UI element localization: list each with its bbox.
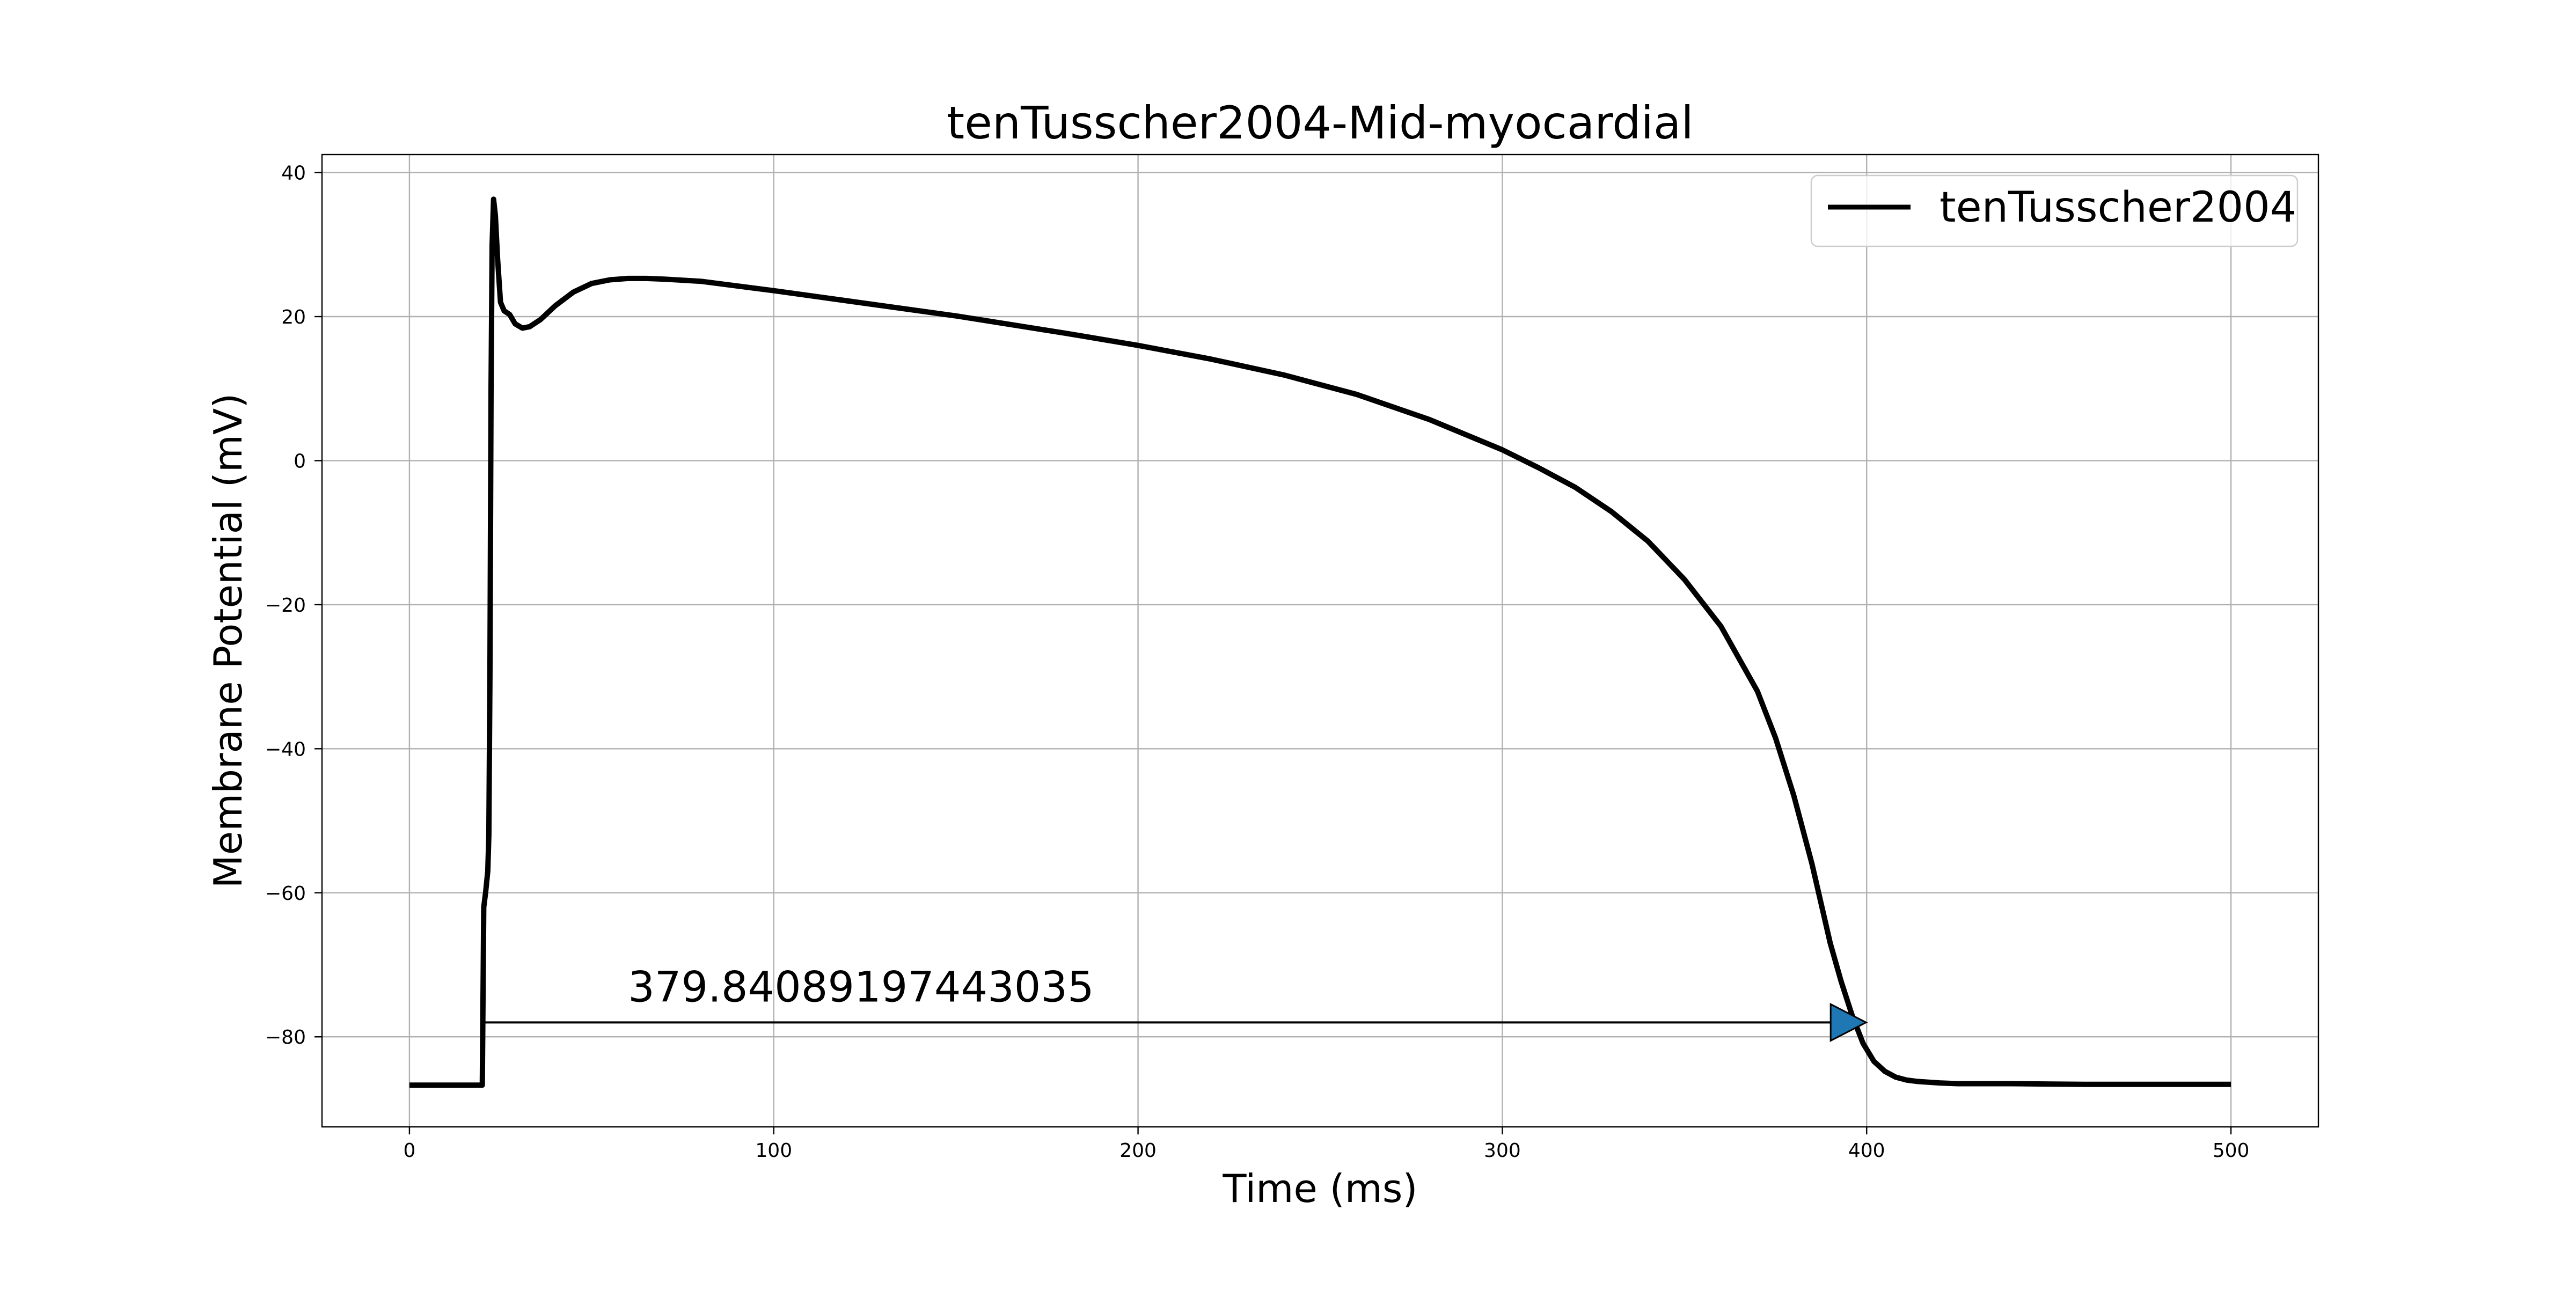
y-tick-label: 40 — [281, 163, 306, 185]
x-axis-label: Time (ms) — [1223, 1166, 1418, 1211]
x-tick-label: 200 — [1119, 1140, 1157, 1162]
y-tick-label: 20 — [281, 306, 306, 328]
grid — [322, 155, 2318, 1127]
chart-title: tenTusscher2004-Mid-myocardial — [947, 97, 1693, 149]
plot-frame — [321, 153, 2319, 1128]
y-tick-label: −20 — [265, 595, 306, 617]
y-axis-label: Membrane Potential (mV) — [206, 393, 251, 889]
legend: tenTusscher2004 — [1810, 174, 2299, 247]
annotation-label: 379.84089197443035 — [628, 963, 1094, 1012]
y-tick-label: −80 — [265, 1027, 306, 1049]
series-layer — [409, 196, 2231, 1088]
x-tick-label: 400 — [1848, 1140, 1885, 1162]
legend-box — [1810, 174, 2299, 247]
legend-entry-label: tenTusscher2004 — [1940, 184, 2296, 232]
x-tick-label: 300 — [1484, 1140, 1521, 1162]
x-tick-label: 100 — [755, 1140, 792, 1162]
annotation-arrow-head — [1829, 1002, 1868, 1042]
y-tick-label: 0 — [294, 450, 306, 472]
y-tick-label: −40 — [265, 738, 306, 760]
y-tick-label: −60 — [265, 883, 306, 905]
x-tick-label: 0 — [403, 1140, 415, 1162]
x-tick-label: 500 — [2213, 1140, 2250, 1162]
axes-ticks: 0 100 200 300 400 500 −80 −60 −40 −20 0 20 40 — [265, 163, 2249, 1162]
annotation: 379.84089197443035 — [482, 963, 1868, 1042]
series-line-0 — [409, 196, 2231, 1088]
